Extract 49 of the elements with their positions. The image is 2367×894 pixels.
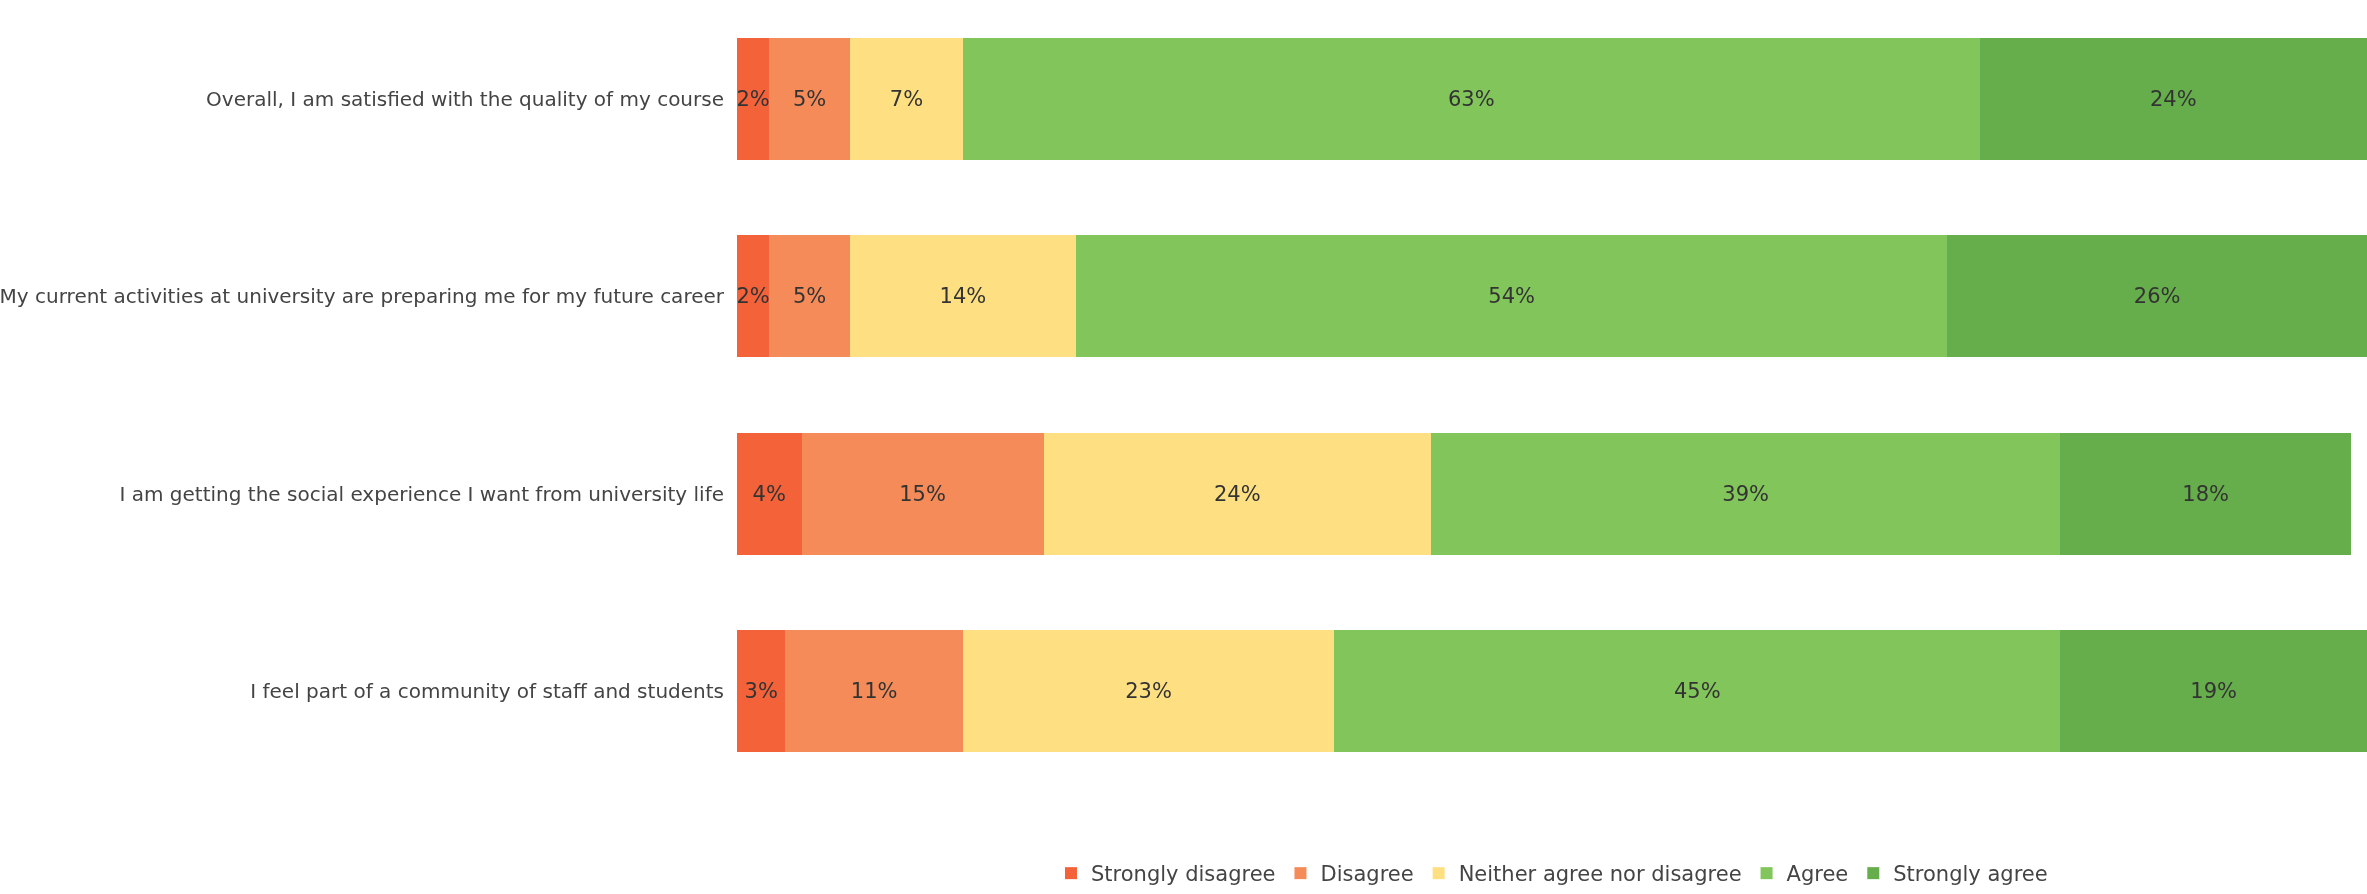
y-tick-label: My current activities at university are preparing me for my future career [0,284,725,309]
data-label: 24% [2149,86,2197,111]
bar [2060,630,2367,753]
bar [769,235,850,358]
data-label: 18% [2182,481,2229,506]
y-tick-label: I am getting the social experience I want from university life [119,481,724,506]
bar [2060,432,2351,555]
bar [1043,432,1431,555]
legend-label: Strongly agree [1893,862,2048,887]
data-label: 3% [744,679,778,704]
data-label: 4% [752,481,786,506]
data-label: 11% [850,679,898,704]
data-label: 19% [2190,679,2238,704]
data-label: 26% [2133,284,2181,309]
data-label: 5% [792,86,827,111]
bar [1430,432,2061,555]
legend-label: Neither agree nor disagree [1458,862,1742,887]
bar [785,630,963,753]
bar [849,37,963,160]
bar [737,432,802,555]
data-label: 14% [939,284,987,309]
bar [801,432,1044,555]
data-label: 2% [736,284,770,309]
bar [1075,235,1948,358]
bar [769,37,850,160]
bar [962,630,1335,753]
data-label: 45% [1673,679,1721,704]
legend-label: Strongly disagree [1091,862,1276,887]
bar [1979,37,2367,160]
data-label: 39% [1722,481,1770,506]
bar [1947,235,2367,358]
data-label: 15% [899,481,946,506]
data-label: 5% [792,284,827,309]
legend-label: Agree [1786,862,1849,887]
bar [737,37,770,160]
bar [737,630,786,753]
y-tick-label: I feel part of a community of staff and students [250,679,724,704]
data-label: 24% [1213,481,1261,506]
data-label: 2% [736,86,770,111]
bar [849,235,1076,358]
data-label: 7% [889,86,924,111]
data-label: 54% [1488,284,1535,309]
y-tick-label: Overall, I am satisfied with the quality of my course [206,86,724,111]
bar [1334,630,2061,753]
data-label: 23% [1125,679,1172,704]
bar [962,37,1980,160]
bar [737,235,770,358]
data-label: 63% [1447,86,1495,111]
legend-label: Disagree [1320,862,1414,887]
